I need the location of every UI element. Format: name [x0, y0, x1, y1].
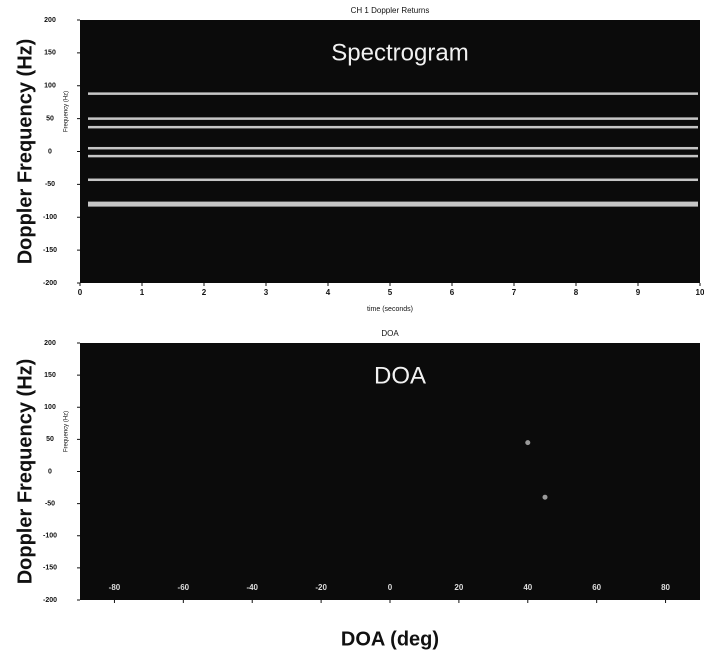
y-tick-label: -150 [43, 247, 57, 254]
y-tick-label: 200 [44, 340, 56, 347]
plot-area [80, 343, 700, 600]
y-tick-label: -50 [45, 181, 55, 188]
x-tick-label: 60 [592, 583, 601, 592]
annotation: Spectrogram [331, 39, 468, 66]
y-tick-label: 100 [44, 83, 56, 90]
x-tick-label: 5 [388, 288, 393, 297]
x-tick-label: -40 [246, 583, 258, 592]
spectral-line [88, 154, 698, 158]
y-tick-label: 150 [44, 50, 56, 57]
y-tick-label: -100 [43, 214, 57, 221]
plot-title: DOA [381, 329, 399, 338]
x-tick-label: 8 [574, 288, 579, 297]
y-tick-label: -200 [43, 597, 57, 604]
y-tick-label: 200 [44, 17, 56, 24]
y-label: Frequency (Hz) [64, 91, 70, 132]
plot-title: CH 1 Doppler Returns [351, 6, 430, 15]
x-tick-label: 20 [454, 583, 463, 592]
spectral-line [88, 125, 698, 129]
outer-x-label: DOA (deg) [341, 628, 439, 650]
x-tick-label: 6 [450, 288, 455, 297]
y-tick-label: 50 [46, 436, 54, 443]
x-tick-label: 1 [140, 288, 145, 297]
x-tick-label: -80 [109, 583, 121, 592]
doa-point [542, 494, 548, 500]
y-tick-label: 50 [46, 115, 54, 122]
y-tick-label: 0 [48, 148, 52, 155]
spectral-line [88, 201, 698, 207]
y-label: Frequency (Hz) [64, 411, 70, 452]
y-tick-label: -150 [43, 565, 57, 572]
outer-y-label: Doppler Frequency (Hz) [14, 359, 36, 585]
x-tick-label: -20 [315, 583, 327, 592]
spectral-line [88, 178, 698, 182]
spectral-line [88, 117, 698, 120]
y-tick-label: 150 [44, 372, 56, 379]
x-tick-label: 0 [78, 288, 83, 297]
x-tick-label: 3 [264, 288, 269, 297]
spectral-line [88, 146, 698, 150]
x-tick-label: -60 [178, 583, 190, 592]
y-tick-label: -100 [43, 533, 57, 540]
x-tick-label: 9 [636, 288, 641, 297]
annotation: DOA [374, 362, 426, 389]
x-tick-label: 4 [326, 288, 331, 297]
y-tick-label: -200 [43, 280, 57, 287]
y-tick-label: 0 [48, 468, 52, 475]
x-tick-label: 10 [696, 288, 704, 297]
y-tick-label: -50 [45, 500, 55, 507]
spectral-line [88, 92, 698, 95]
x-tick-label: 80 [661, 583, 670, 592]
plot-area [80, 20, 700, 283]
x-tick-label: 2 [202, 288, 207, 297]
x-tick-label: 7 [512, 288, 517, 297]
y-tick-label: 100 [44, 404, 56, 411]
doa-point [525, 440, 531, 446]
x-tick-label: 0 [388, 583, 393, 592]
x-tick-label: 40 [523, 583, 532, 592]
x-label: time (seconds) [367, 306, 413, 313]
outer-y-label: Doppler Frequency (Hz) [14, 39, 36, 265]
